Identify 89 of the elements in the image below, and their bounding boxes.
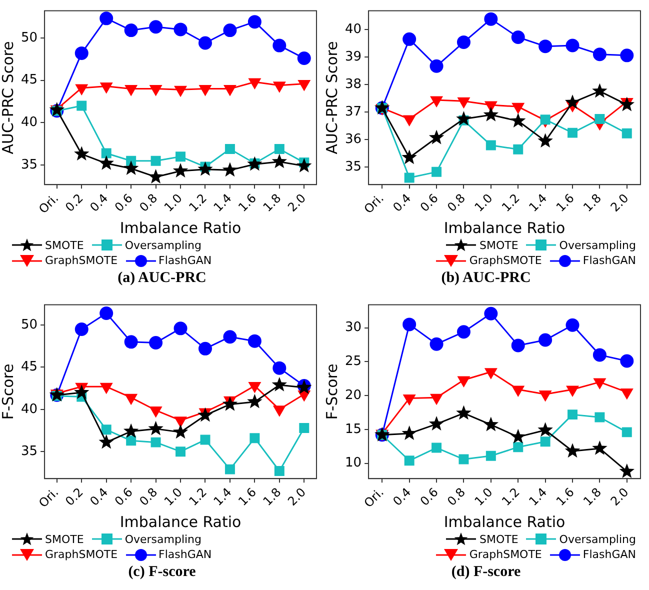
x-tick-label: 1.8: [260, 485, 284, 509]
x-tick-label: 1.0: [161, 485, 185, 509]
x-tick-label: 0.4: [390, 191, 414, 215]
legend-label: FlashGAN: [158, 254, 212, 268]
x-tick-label: 2.0: [285, 485, 308, 509]
y-tick-label: 50: [20, 30, 38, 46]
y-tick-label: 35: [20, 157, 38, 172]
legend-label: GraphSMOTE: [45, 254, 118, 268]
x-tick-label: 0.6: [112, 485, 136, 509]
y-tick-label: 37: [344, 104, 362, 120]
y-tick-label: 38: [344, 76, 362, 92]
x-tick-label: 1.6: [236, 191, 260, 215]
y-axis-title: F-Score: [0, 364, 17, 420]
x-tick-label: 1.4: [210, 485, 234, 509]
legend-label: GraphSMOTE: [469, 254, 542, 268]
x-tick-label: 0.6: [112, 191, 136, 215]
y-tick-label: 40: [20, 115, 38, 130]
y-tick-label: 45: [20, 72, 38, 88]
y-tick-label: 50: [20, 317, 38, 332]
x-tick-label: 0.8: [444, 485, 468, 509]
x-tick-label: 1.8: [580, 191, 604, 215]
x-tick-label: 0.2: [62, 191, 86, 215]
legend-label: SMOTE: [479, 532, 518, 546]
y-tick-label: 39: [344, 49, 362, 64]
legend-label: SMOTE: [479, 238, 518, 252]
text: (c) F-score: [127, 564, 197, 581]
x-tick-label: 2.0: [285, 191, 308, 215]
x-tick-label: 1.8: [260, 191, 284, 215]
legend-label: FlashGAN: [582, 254, 636, 268]
x-axis-title: Imbalance Ratio: [444, 512, 566, 531]
x-tick-label: 0.2: [62, 485, 86, 509]
y-axis-title: F-Score: [322, 364, 341, 420]
x-tick-label: 1.4: [526, 191, 550, 215]
legend-label: SMOTE: [45, 238, 84, 252]
y-tick-label: 35: [20, 444, 38, 459]
legend-label: GraphSMOTE: [469, 548, 542, 562]
x-tick-label: 1.6: [553, 485, 577, 509]
y-tick-label: 40: [344, 22, 362, 37]
text: (a) AUC-PRC: [116, 270, 208, 287]
legend-label: GraphSMOTE: [45, 548, 118, 562]
y-tick-label: 35: [344, 160, 362, 175]
legend-label: Oversampling: [124, 238, 202, 252]
x-tick-label: 1.2: [499, 485, 522, 509]
x-tick-label: 0.6: [417, 191, 441, 215]
x-tick-label: Ori.: [361, 485, 386, 510]
text: (b) AUC-PRC: [440, 270, 532, 287]
y-tick-label: 15: [344, 422, 362, 437]
x-tick-label: 1.2: [186, 191, 210, 215]
x-tick-label: Ori.: [36, 191, 62, 216]
x-axis-title: Imbalance Ratio: [120, 218, 242, 237]
legend-label: Oversampling: [559, 238, 636, 252]
x-tick-label: 1.0: [472, 485, 496, 509]
x-tick-label: 0.8: [444, 191, 468, 215]
legend-label: SMOTE: [45, 532, 84, 546]
x-tick-label: 1.6: [553, 191, 577, 215]
legend-label: FlashGAN: [582, 548, 636, 562]
y-tick-label: 30: [344, 320, 362, 336]
x-tick-label: 1.8: [580, 485, 604, 509]
x-axis-title: Imbalance Ratio: [444, 218, 566, 237]
x-tick-label: 1.4: [210, 191, 234, 215]
y-axis-title: AUC-PRC Score: [322, 41, 341, 154]
y-tick-label: 40: [20, 402, 38, 417]
x-tick-label: Ori.: [361, 191, 386, 216]
x-tick-label: 0.4: [87, 485, 111, 509]
x-tick-label: 0.6: [417, 485, 441, 509]
text: (d) F-score: [450, 564, 522, 581]
y-tick-label: 10: [344, 456, 362, 471]
x-tick-label: 1.0: [472, 191, 496, 215]
legend-label: Oversampling: [559, 532, 636, 546]
legend-label: FlashGAN: [158, 548, 212, 562]
x-tick-label: 1.2: [499, 191, 522, 215]
x-axis-title: Imbalance Ratio: [120, 512, 242, 531]
x-tick-label: 1.6: [236, 485, 260, 509]
y-axis-title: AUC-PRC Score: [0, 41, 17, 154]
y-tick-label: 36: [344, 132, 362, 148]
x-tick-label: 2.0: [608, 485, 632, 509]
legend-label: Oversampling: [124, 532, 202, 546]
y-tick-label: 25: [344, 354, 362, 370]
x-tick-label: 1.2: [186, 485, 210, 509]
x-tick-label: 0.8: [136, 191, 160, 215]
x-tick-label: 0.4: [390, 485, 414, 509]
x-tick-label: 0.4: [87, 191, 111, 215]
x-tick-label: 0.8: [136, 485, 160, 509]
x-tick-label: 1.4: [526, 485, 550, 509]
x-tick-label: 1.0: [161, 191, 185, 215]
x-tick-label: 2.0: [608, 191, 632, 215]
x-tick-label: Ori.: [36, 485, 62, 510]
y-tick-label: 20: [344, 388, 362, 403]
y-tick-label: 45: [20, 360, 38, 375]
